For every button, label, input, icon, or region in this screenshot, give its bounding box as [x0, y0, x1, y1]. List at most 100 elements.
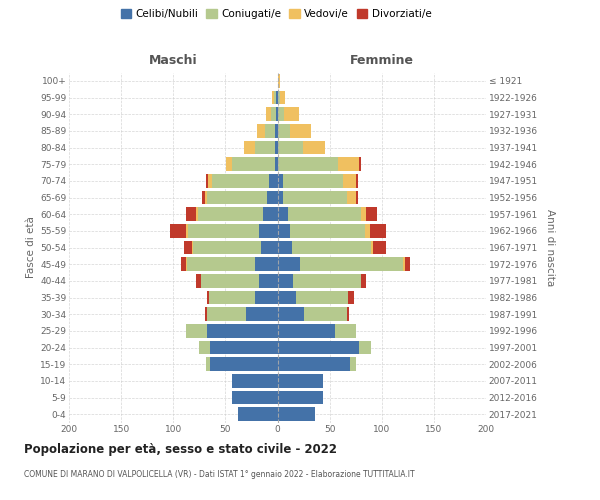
- Bar: [277, 74, 280, 88]
- Bar: [267, 190, 277, 204]
- Bar: [271, 108, 277, 121]
- Bar: [277, 158, 338, 171]
- Bar: [293, 274, 361, 287]
- Bar: [206, 290, 209, 304]
- Bar: [302, 140, 325, 154]
- Bar: [232, 158, 275, 171]
- Bar: [284, 108, 299, 121]
- Bar: [208, 174, 212, 188]
- Bar: [206, 190, 267, 204]
- Bar: [290, 124, 311, 138]
- Bar: [359, 158, 361, 171]
- Bar: [365, 224, 370, 237]
- Bar: [277, 340, 359, 354]
- Bar: [338, 158, 359, 171]
- Bar: [266, 108, 271, 121]
- Bar: [290, 224, 365, 237]
- Bar: [277, 240, 292, 254]
- Bar: [275, 140, 277, 154]
- Bar: [188, 224, 259, 237]
- Bar: [275, 124, 277, 138]
- Bar: [261, 240, 277, 254]
- Bar: [209, 290, 254, 304]
- Bar: [343, 174, 356, 188]
- Bar: [254, 290, 277, 304]
- Bar: [335, 324, 356, 338]
- Bar: [199, 340, 210, 354]
- Bar: [347, 308, 349, 321]
- Bar: [254, 258, 277, 271]
- Text: Popolazione per età, sesso e stato civile - 2022: Popolazione per età, sesso e stato civil…: [24, 442, 337, 456]
- Bar: [277, 108, 284, 121]
- Bar: [193, 240, 261, 254]
- Text: Maschi: Maschi: [149, 54, 197, 68]
- Text: COMUNE DI MARANO DI VALPOLICELLA (VR) - Dati ISTAT 1° gennaio 2022 - Elaborazion: COMUNE DI MARANO DI VALPOLICELLA (VR) - …: [24, 470, 415, 479]
- Bar: [246, 308, 277, 321]
- Bar: [206, 358, 210, 371]
- Bar: [263, 208, 277, 221]
- Y-axis label: Anni di nascita: Anni di nascita: [545, 209, 555, 286]
- Bar: [259, 224, 277, 237]
- Bar: [170, 224, 186, 237]
- Y-axis label: Fasce di età: Fasce di età: [26, 216, 36, 278]
- Bar: [210, 358, 277, 371]
- Bar: [259, 274, 277, 287]
- Bar: [370, 224, 386, 237]
- Bar: [277, 324, 335, 338]
- Bar: [304, 308, 347, 321]
- Bar: [205, 308, 206, 321]
- Bar: [277, 390, 323, 404]
- Bar: [277, 124, 290, 138]
- Bar: [186, 224, 188, 237]
- Bar: [277, 358, 350, 371]
- Bar: [373, 240, 386, 254]
- Bar: [254, 140, 275, 154]
- Bar: [350, 358, 356, 371]
- Legend: Celibi/Nubili, Coniugati/e, Vedovi/e, Divorziati/e: Celibi/Nubili, Coniugati/e, Vedovi/e, Di…: [116, 5, 436, 24]
- Bar: [277, 190, 283, 204]
- Bar: [356, 174, 358, 188]
- Bar: [359, 340, 371, 354]
- Bar: [238, 408, 277, 421]
- Bar: [244, 140, 254, 154]
- Bar: [288, 208, 361, 221]
- Bar: [272, 90, 274, 104]
- Bar: [280, 90, 285, 104]
- Bar: [403, 258, 404, 271]
- Bar: [277, 258, 301, 271]
- Bar: [232, 374, 277, 388]
- Bar: [404, 258, 410, 271]
- Bar: [371, 240, 373, 254]
- Bar: [186, 208, 196, 221]
- Bar: [277, 274, 293, 287]
- Bar: [275, 158, 277, 171]
- Bar: [202, 190, 205, 204]
- Bar: [192, 240, 193, 254]
- Bar: [181, 258, 186, 271]
- Bar: [296, 290, 349, 304]
- Bar: [347, 190, 356, 204]
- Bar: [361, 274, 366, 287]
- Bar: [349, 290, 353, 304]
- Bar: [283, 174, 343, 188]
- Bar: [202, 274, 259, 287]
- Bar: [206, 174, 208, 188]
- Bar: [277, 224, 290, 237]
- Bar: [277, 174, 283, 188]
- Bar: [277, 308, 304, 321]
- Bar: [277, 374, 323, 388]
- Bar: [205, 190, 206, 204]
- Bar: [277, 408, 315, 421]
- Bar: [232, 390, 277, 404]
- Bar: [277, 208, 288, 221]
- Bar: [361, 208, 366, 221]
- Bar: [274, 90, 277, 104]
- Bar: [292, 240, 371, 254]
- Bar: [184, 240, 192, 254]
- Bar: [186, 324, 206, 338]
- Bar: [206, 324, 277, 338]
- Bar: [301, 258, 403, 271]
- Bar: [269, 174, 277, 188]
- Bar: [196, 274, 202, 287]
- Bar: [366, 208, 377, 221]
